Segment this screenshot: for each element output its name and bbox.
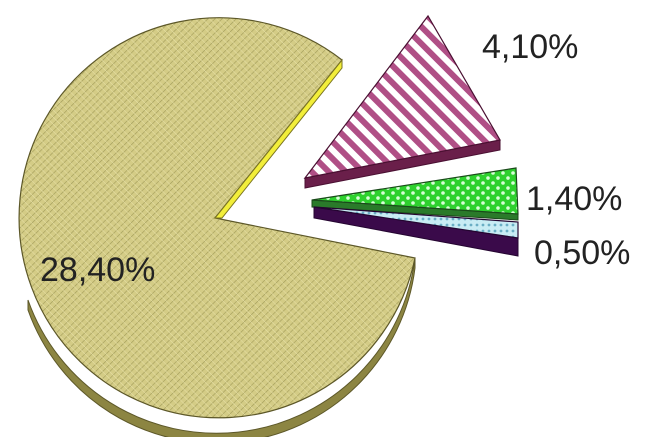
slice-label: 1,40%	[526, 180, 622, 218]
slice-1-40-top	[311, 167, 519, 215]
slice-28-40-edge-face	[213, 58, 343, 219]
slice-label: 28,40%	[40, 251, 155, 289]
slice-28-40-top	[18, 17, 416, 419]
slice-label: 0,50%	[534, 234, 630, 272]
slice-0-50-top	[313, 206, 519, 239]
slice-28-40	[18, 17, 416, 437]
slice-label: 4,10%	[482, 28, 578, 66]
slice-4-10-top	[303, 14, 501, 179]
slice-28-40-side	[27, 257, 416, 437]
slice-1-40	[311, 167, 519, 221]
slice-0-50	[313, 206, 519, 257]
slice-4-10	[303, 14, 501, 189]
